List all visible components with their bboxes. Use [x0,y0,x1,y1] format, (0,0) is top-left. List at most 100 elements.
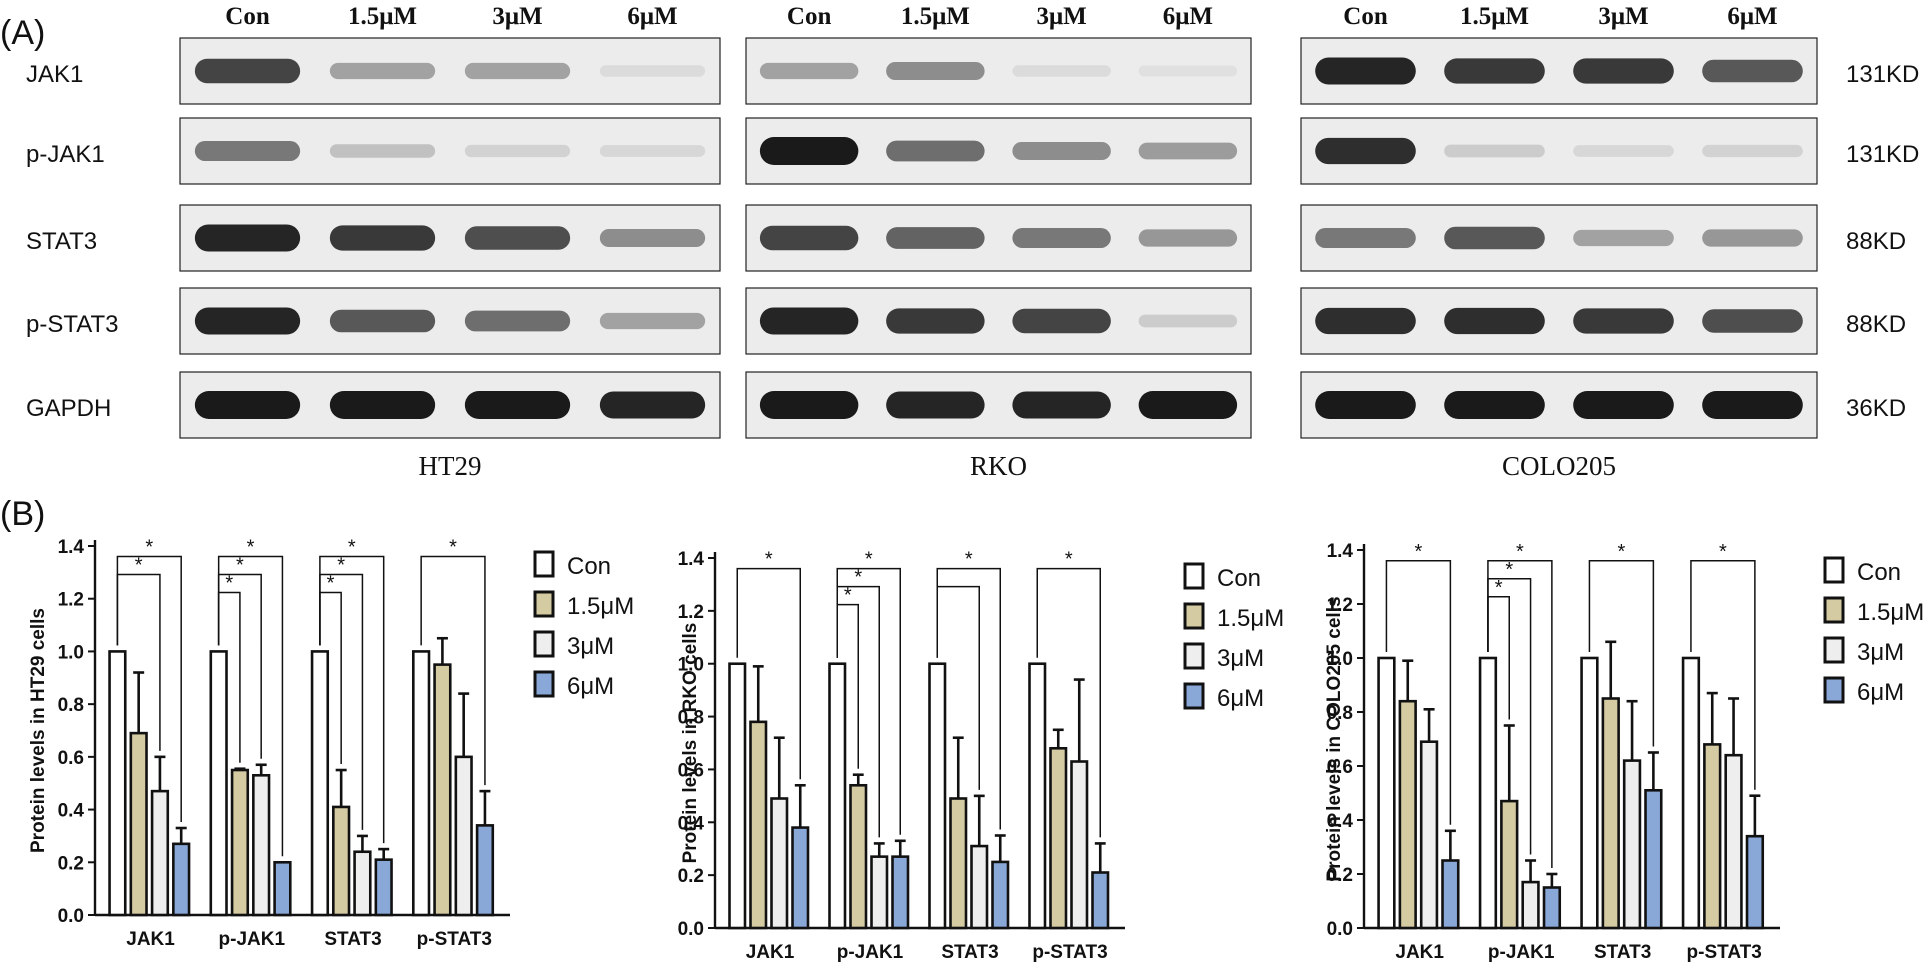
significance-bracket [319,591,342,765]
y-axis-label: Protein levels in HT29 cells [28,608,49,853]
band-2-2-0 [1315,228,1416,248]
y-tick-label: 0.0 [678,919,704,940]
significance-star: * [1065,549,1073,571]
band-0-1-3 [599,145,706,157]
band-2-3-1 [1444,307,1545,335]
band-2-2-1 [1444,226,1545,250]
band-2-4-2 [1573,391,1674,419]
band-1-0-0 [759,62,859,80]
significance-star: * [854,567,862,589]
significance-bracket [217,555,284,857]
legend-swatch [1823,596,1845,624]
bar [1521,880,1540,930]
bar [1478,656,1498,930]
bar [1681,656,1701,930]
band-2-1-3 [1702,144,1803,158]
band-2-2-2 [1573,229,1674,247]
band-1-3-3 [1138,314,1238,328]
panel-label-b: (B) [0,495,45,533]
significance-bracket [836,603,859,769]
panel-label-a: (A) [0,14,45,52]
significance-bracket [936,585,980,790]
bar [273,860,292,917]
legend-label: 6μM [567,673,614,700]
lane-label-1-1: 1.5μM [901,3,970,30]
band-2-3-0 [1315,307,1416,335]
legend-swatch [1183,642,1205,670]
protein-label-stat3: STAT3 [26,228,97,255]
band-0-4-3 [599,391,706,419]
bar [1703,743,1722,930]
band-1-2-0 [759,225,859,251]
band-2-1-2 [1573,145,1674,157]
significance-star: * [337,555,345,577]
cell-line-label-0: HT29 [419,451,482,481]
band-0-2-3 [599,228,706,248]
significance-bracket [1487,596,1510,720]
bar [353,850,372,917]
bar [870,855,889,930]
y-tick-label: 0.4 [678,813,705,834]
band-1-2-3 [1138,229,1238,247]
significance-star: * [765,549,773,571]
band-1-2-2 [1012,228,1111,248]
band-1-0-1 [886,61,985,81]
bar [129,731,148,917]
legend-label: Con [567,553,611,580]
bar-chart-0: 0.0 0.2 0.4 0.6 0.8 1.0 1.2 1.4 Protein levels i… [28,537,634,950]
significance-star: * [1719,541,1727,563]
band-2-3-3 [1702,309,1803,333]
bar [1398,699,1417,930]
band-2-0-3 [1702,59,1803,83]
significance-star: * [844,585,852,607]
significance-bracket [116,555,182,823]
bar [1500,799,1519,930]
bar [970,844,989,930]
band-2-4-0 [1315,391,1416,419]
y-tick-label: 1.0 [678,655,704,676]
x-tick-label: JAK1 [746,942,795,963]
y-tick-label: 1.0 [58,642,84,663]
size-label-4: 36KD [1846,395,1906,422]
band-2-0-0 [1315,57,1416,85]
legend-swatch [1183,562,1205,590]
significance-star: * [1415,541,1423,563]
bar [1028,662,1047,930]
legend-swatch [1823,636,1845,664]
x-tick-label: STAT3 [324,929,381,950]
band-2-4-3 [1702,391,1803,419]
band-0-2-0 [194,224,301,252]
x-tick-label: JAK1 [1395,942,1444,963]
protein-label-jak1: JAK1 [26,61,83,88]
bar [770,797,789,930]
lane-label-0-0: Con [225,3,270,30]
significance-bracket [116,573,161,751]
bar [1542,886,1562,930]
significance-star: * [965,549,973,571]
bar [1377,656,1396,930]
significance-star: * [1618,541,1626,563]
band-0-1-0 [194,141,301,161]
protein-label-gapdh: GAPDH [26,395,111,422]
bar [433,663,452,917]
lane-label-2-0: Con [1343,3,1388,30]
y-tick-label: 0.6 [58,748,84,769]
band-2-0-1 [1444,58,1545,84]
band-1-3-2 [1012,308,1111,334]
y-tick-label: 0.2 [678,866,704,887]
x-tick-label: p-JAK1 [1488,942,1555,963]
band-1-4-1 [886,391,985,419]
bar [1091,871,1110,930]
bar [172,842,191,917]
bar [332,805,351,917]
band-2-4-1 [1444,391,1545,419]
significance-star: * [1505,559,1513,581]
band-2-0-2 [1573,58,1674,84]
legend-label: 6μM [1857,679,1904,706]
significance-star: * [236,555,244,577]
legend-swatch [1183,602,1205,630]
size-label-0: 131KD [1846,61,1919,88]
significance-bracket [1487,560,1553,868]
band-1-1-2 [1012,141,1111,161]
band-0-3-1 [329,309,436,333]
